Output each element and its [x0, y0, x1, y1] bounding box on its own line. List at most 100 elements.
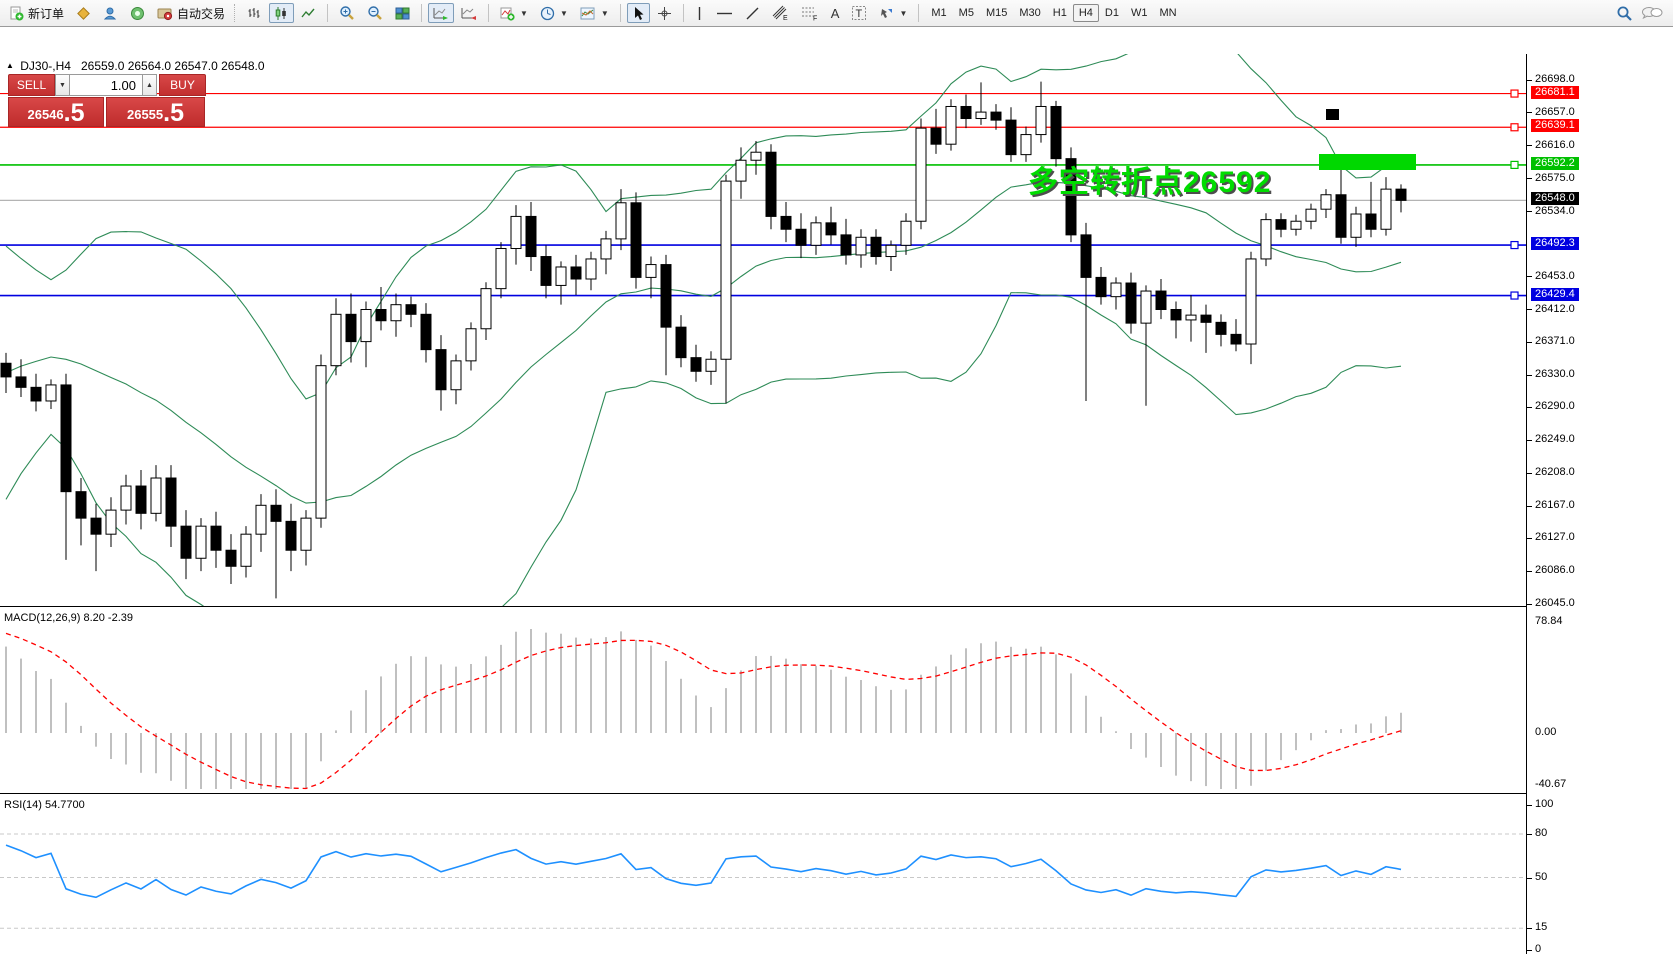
price-tick-label: 26127.0: [1535, 531, 1575, 544]
sell-price: 26546: [27, 107, 64, 122]
rsi-tick-mark: [1527, 805, 1532, 806]
macd-pane[interactable]: [0, 609, 1526, 793]
price-tick-label: 26657.0: [1535, 105, 1575, 118]
vertical-line-icon: [695, 6, 704, 21]
volume-input[interactable]: 1.00: [70, 74, 142, 96]
price-tick-mark: [1527, 178, 1532, 180]
collapse-triangle-icon[interactable]: ▲: [6, 61, 14, 70]
rsi-tick-mark: [1527, 928, 1532, 930]
zoom-in-button[interactable]: [334, 3, 360, 23]
zoom-out-button[interactable]: [362, 3, 388, 23]
tile-windows-button[interactable]: [390, 3, 415, 23]
vertical-line-tool[interactable]: [690, 3, 709, 23]
green-rectangle-annotation[interactable]: [1319, 154, 1416, 170]
new-order-icon: [9, 6, 24, 21]
price-badge: 26492.3: [1531, 237, 1579, 251]
channel-icon: E: [772, 5, 789, 22]
indicators-dropdown[interactable]: ▼: [495, 3, 533, 23]
autoscroll-button[interactable]: [428, 3, 455, 23]
autotrading-icon: [157, 6, 173, 21]
volume-increase-button[interactable]: ▲: [142, 74, 157, 96]
price-tick-mark: [1527, 505, 1532, 507]
new-order-button[interactable]: 新订单: [4, 3, 69, 23]
buy-button[interactable]: BUY: [159, 74, 206, 96]
timeframe-button-d1[interactable]: D1: [1104, 7, 1119, 19]
candlestick-series: [0, 81, 1407, 599]
price-tick-mark: [1527, 472, 1532, 474]
price-badge: 26592.2: [1531, 156, 1579, 170]
chart-region: 26698.0 26657.0 26616.0 26575.0 26534.0 26453…: [0, 27, 1673, 954]
macd-tick-label: 0.00: [1535, 726, 1557, 738]
rsi-pane[interactable]: [0, 796, 1526, 954]
timeframe-button-m15[interactable]: M15: [985, 7, 1008, 19]
cursor-tool-button[interactable]: [626, 3, 650, 23]
chevron-down-icon: ▼: [520, 8, 528, 18]
text-tool-label: A: [830, 5, 840, 21]
timeframe-button-h1[interactable]: H1: [1052, 7, 1067, 19]
horizontal-line-tool[interactable]: [711, 3, 738, 23]
trendline-tool[interactable]: [740, 3, 765, 23]
price-tick-mark: [1527, 145, 1532, 147]
price-tick-mark: [1527, 79, 1532, 81]
marketwatch-icon: [76, 6, 91, 21]
shapes-arrows-icon: [879, 6, 894, 21]
profiles-button[interactable]: [98, 3, 123, 23]
line-chart-button[interactable]: [296, 3, 321, 23]
autotrading-button[interactable]: 自动交易: [152, 3, 230, 23]
template-icon: [580, 6, 596, 21]
text-label-icon: T: [851, 5, 867, 21]
fibonacci-tool[interactable]: F: [796, 3, 824, 23]
turning-point-annotation[interactable]: 多空转折点26592: [1028, 166, 1272, 199]
timeframe-toolbar: M1 M5 M15 M30 H1 H4 D1 W1 MN: [925, 4, 1182, 22]
price-tick-label: 26575.0: [1535, 171, 1575, 184]
navigator-button[interactable]: [125, 3, 150, 23]
macd-tick-label: 78.84: [1535, 615, 1563, 627]
sell-price-button[interactable]: 26546.5: [8, 97, 104, 127]
rsi-indicator-label: RSI(14) 54.7700: [4, 799, 85, 811]
clock-icon: [540, 6, 555, 21]
price-tick-mark: [1527, 211, 1532, 213]
price-tick-label: 26698.0: [1535, 73, 1575, 85]
templates-dropdown[interactable]: ▼: [575, 3, 614, 23]
toolbar-separator: [918, 4, 920, 22]
candlestick-chart-icon: [274, 6, 289, 21]
timeframe-button-w1[interactable]: W1: [1130, 7, 1148, 19]
tile-windows-icon: [395, 6, 410, 21]
main-chart-pane[interactable]: [0, 54, 1526, 606]
text-tool[interactable]: A: [826, 3, 845, 23]
timeframe-button-mn[interactable]: MN: [1159, 7, 1177, 19]
rsi-tick-mark: [1527, 834, 1532, 835]
timeframe-button-m1[interactable]: M1: [931, 7, 947, 19]
price-tick-mark: [1527, 341, 1532, 343]
chart-shift-button[interactable]: [456, 3, 482, 23]
timeframe-button-m30[interactable]: M30: [1019, 7, 1041, 19]
search-icon[interactable]: [1616, 5, 1633, 22]
rsi-tick-mark: [1527, 877, 1532, 879]
buy-price-pips: .5: [163, 99, 184, 127]
black-marker-annotation[interactable]: [1326, 109, 1339, 120]
bar-chart-button[interactable]: [242, 3, 267, 23]
autotrading-label: 自动交易: [177, 6, 226, 21]
price-tick-label: 26249.0: [1535, 433, 1575, 446]
buy-price-button[interactable]: 26555.5: [106, 97, 205, 127]
toolbar-separator: [488, 4, 490, 22]
channel-tool[interactable]: E: [767, 3, 794, 23]
marketwatch-button[interactable]: [71, 3, 96, 23]
price-tick-label: 26330.0: [1535, 368, 1575, 381]
text-label-tool[interactable]: T: [846, 3, 872, 23]
price-tick-mark: [1527, 406, 1532, 408]
timeframe-button-m5[interactable]: M5: [958, 7, 974, 19]
chat-icon[interactable]: [1641, 5, 1663, 21]
timeframe-button-h4[interactable]: H4: [1072, 4, 1099, 22]
crosshair-tool-button[interactable]: [652, 3, 677, 23]
volume-decrease-button[interactable]: ▼: [55, 74, 70, 96]
price-tick-label: 26045.0: [1535, 597, 1575, 609]
price-axis[interactable]: 26698.0 26657.0 26616.0 26575.0 26534.0 26453…: [1526, 54, 1673, 954]
periods-dropdown[interactable]: ▼: [535, 3, 573, 23]
candlestick-chart-button[interactable]: [269, 3, 295, 23]
svg-text:E: E: [783, 15, 788, 21]
shapes-dropdown[interactable]: ▼: [874, 3, 912, 23]
price-tick-mark: [1527, 374, 1532, 376]
price-tick-label: 26208.0: [1535, 466, 1575, 479]
sell-button[interactable]: SELL: [8, 74, 55, 96]
